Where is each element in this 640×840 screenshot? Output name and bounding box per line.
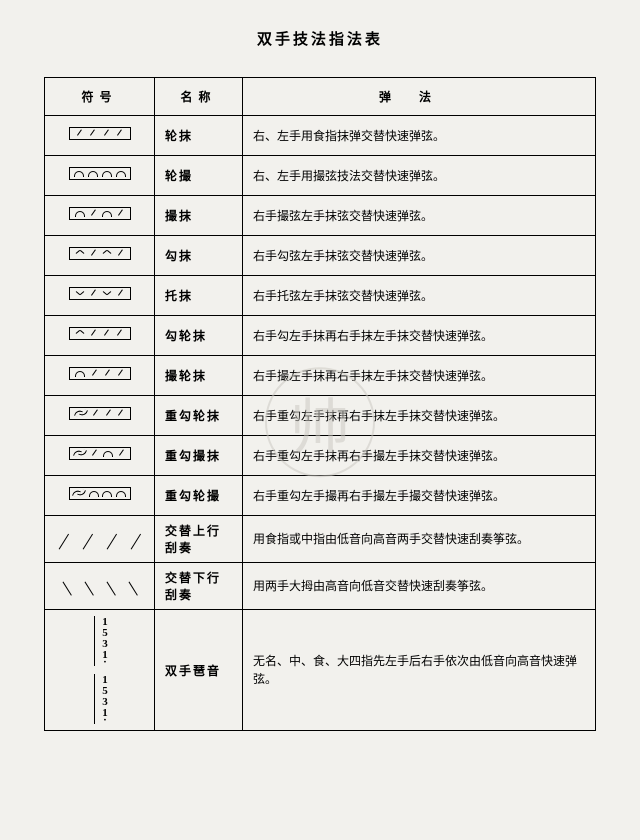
table-row: 重勾轮抹右手重勾左手抹再右手抹左手抹交替快速弹弦。	[45, 396, 596, 436]
fingering-table: 符号 名称 弹法 轮抹右、左手用食指抹弹交替快速弹弦。轮撮右、左手用撮弦技法交替…	[44, 77, 596, 731]
table-row: 15311531双手琶音无名、中、食、大四指先左手后右手依次由低音向高音快速弹弦…	[45, 610, 596, 731]
name-cell: 重勾轮撮	[155, 476, 243, 516]
name-cell: 双手琶音	[155, 610, 243, 731]
symbol-cell	[45, 356, 155, 396]
page-title: 双手技法指法表	[44, 28, 596, 49]
col-symbol: 符号	[45, 78, 155, 116]
desc-cell: 右手勾左手抹再右手抹左手抹交替快速弹弦。	[243, 316, 596, 356]
symbol-cell	[45, 436, 155, 476]
table-row: 勾抹右手勾弦左手抹弦交替快速弹弦。	[45, 236, 596, 276]
symbol-cell	[45, 196, 155, 236]
desc-cell: 右手勾弦左手抹弦交替快速弹弦。	[243, 236, 596, 276]
name-cell: 撮抹	[155, 196, 243, 236]
name-cell: 重勾撮抹	[155, 436, 243, 476]
symbol-cell	[45, 396, 155, 436]
name-cell: 勾轮抹	[155, 316, 243, 356]
desc-cell: 右手撮左手抹再右手抹左手抹交替快速弹弦。	[243, 356, 596, 396]
header-row: 符号 名称 弹法	[45, 78, 596, 116]
symbol-cell	[45, 316, 155, 356]
table-row: 交替上行刮奏用食指或中指由低音向高音两手交替快速刮奏筝弦。	[45, 516, 596, 563]
symbol-cell	[45, 476, 155, 516]
name-cell: 交替下行刮奏	[155, 563, 243, 610]
table-row: 轮撮右、左手用撮弦技法交替快速弹弦。	[45, 156, 596, 196]
desc-cell: 无名、中、食、大四指先左手后右手依次由低音向高音快速弹弦。	[243, 610, 596, 731]
desc-cell: 右手重勾左手抹再右手撮左手抹交替快速弹弦。	[243, 436, 596, 476]
table-row: 轮抹右、左手用食指抹弹交替快速弹弦。	[45, 116, 596, 156]
symbol-cell	[45, 156, 155, 196]
symbol-cell	[45, 116, 155, 156]
symbol-cell	[45, 563, 155, 610]
table-row: 托抹右手托弦左手抹弦交替快速弹弦。	[45, 276, 596, 316]
symbol-cell	[45, 276, 155, 316]
desc-cell: 右、左手用食指抹弹交替快速弹弦。	[243, 116, 596, 156]
col-method: 弹法	[243, 78, 596, 116]
symbol-cell: 15311531	[45, 610, 155, 731]
name-cell: 重勾轮抹	[155, 396, 243, 436]
desc-cell: 右手撮弦左手抹弦交替快速弹弦。	[243, 196, 596, 236]
desc-cell: 右、左手用撮弦技法交替快速弹弦。	[243, 156, 596, 196]
symbol-cell	[45, 236, 155, 276]
symbol-cell	[45, 516, 155, 563]
table-row: 重勾撮抹右手重勾左手抹再右手撮左手抹交替快速弹弦。	[45, 436, 596, 476]
table-row: 勾轮抹右手勾左手抹再右手抹左手抹交替快速弹弦。	[45, 316, 596, 356]
table-row: 交替下行刮奏用两手大拇由高音向低音交替快速刮奏筝弦。	[45, 563, 596, 610]
name-cell: 轮撮	[155, 156, 243, 196]
table-row: 重勾轮撮右手重勾左手撮再右手撮左手撮交替快速弹弦。	[45, 476, 596, 516]
name-cell: 勾抹	[155, 236, 243, 276]
name-cell: 交替上行刮奏	[155, 516, 243, 563]
name-cell: 托抹	[155, 276, 243, 316]
col-name: 名称	[155, 78, 243, 116]
name-cell: 撮轮抹	[155, 356, 243, 396]
desc-cell: 右手重勾左手撮再右手撮左手撮交替快速弹弦。	[243, 476, 596, 516]
name-cell: 轮抹	[155, 116, 243, 156]
desc-cell: 右手重勾左手抹再右手抹左手抹交替快速弹弦。	[243, 396, 596, 436]
desc-cell: 用食指或中指由低音向高音两手交替快速刮奏筝弦。	[243, 516, 596, 563]
table-row: 撮轮抹右手撮左手抹再右手抹左手抹交替快速弹弦。	[45, 356, 596, 396]
table-row: 撮抹右手撮弦左手抹弦交替快速弹弦。	[45, 196, 596, 236]
desc-cell: 右手托弦左手抹弦交替快速弹弦。	[243, 276, 596, 316]
desc-cell: 用两手大拇由高音向低音交替快速刮奏筝弦。	[243, 563, 596, 610]
